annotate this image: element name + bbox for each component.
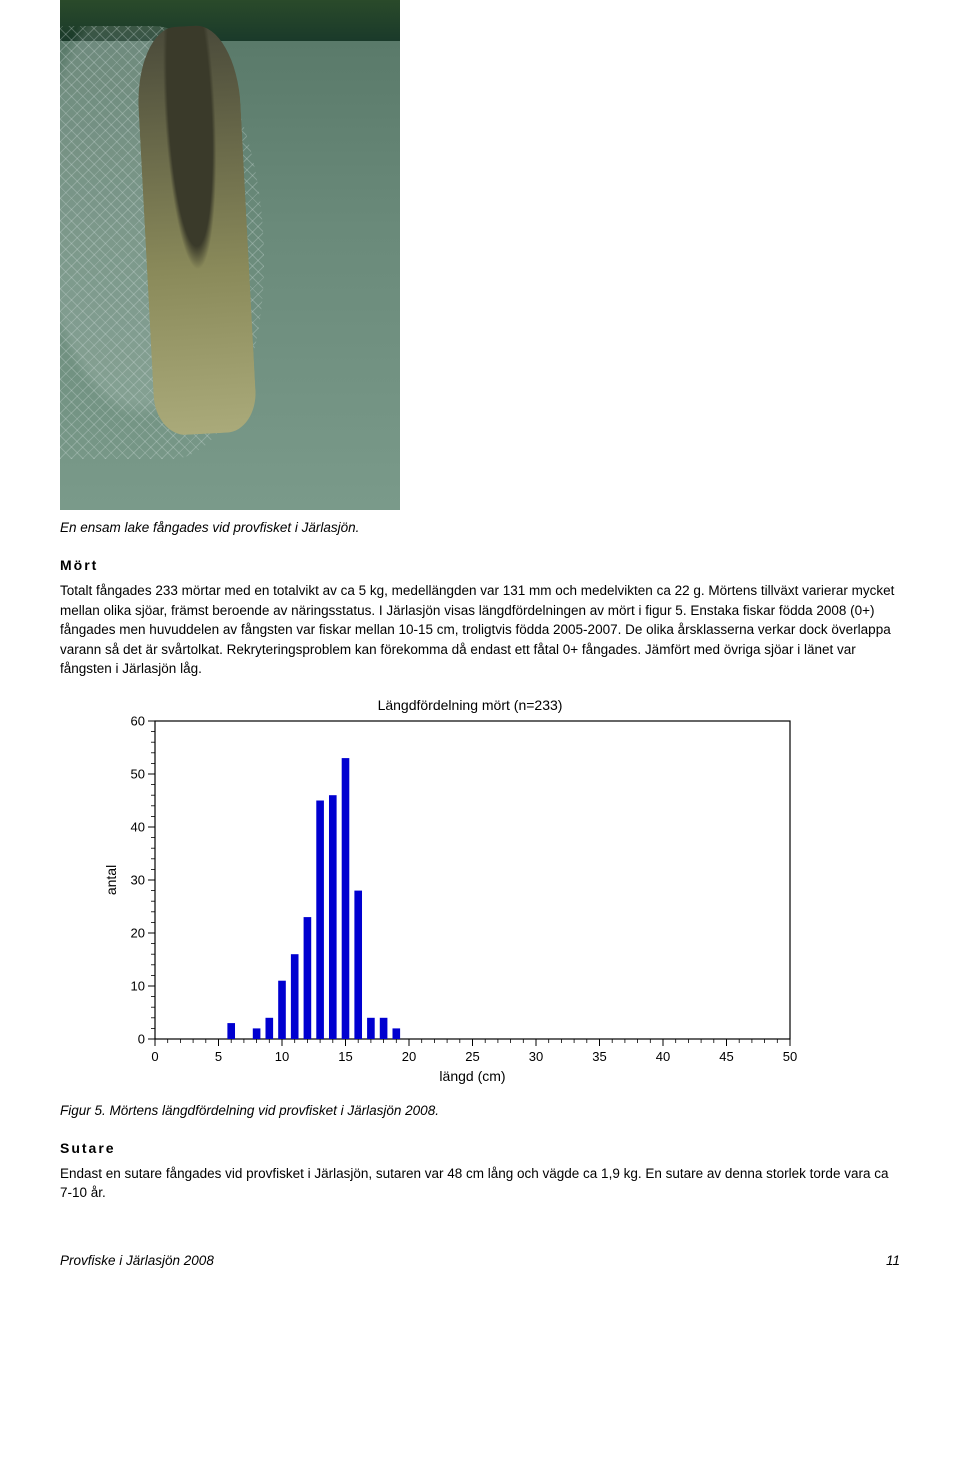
figure-caption: Figur 5. Mörtens längdfördelning vid pro… xyxy=(60,1103,900,1118)
heading-sutare: Sutare xyxy=(60,1140,900,1156)
svg-text:0: 0 xyxy=(138,1031,145,1046)
body-sutare: Endast en sutare fångades vid provfisket… xyxy=(60,1164,900,1203)
svg-text:20: 20 xyxy=(402,1049,416,1064)
svg-text:30: 30 xyxy=(529,1049,543,1064)
footer-right: 11 xyxy=(886,1253,900,1268)
chart-container: Längdfördelning mört (n=233) 01020304050… xyxy=(100,697,800,1089)
histogram-chart: 0 10 20 30 40 50 60 0 5 10 15 20 25 30 35 40 45 50 längd (… xyxy=(100,709,800,1089)
photo-fish-in-net xyxy=(60,0,400,510)
svg-text:längd (cm): längd (cm) xyxy=(439,1068,505,1084)
svg-text:15: 15 xyxy=(338,1049,352,1064)
svg-text:40: 40 xyxy=(131,819,145,834)
svg-text:10: 10 xyxy=(131,978,145,993)
svg-text:20: 20 xyxy=(131,925,145,940)
svg-text:50: 50 xyxy=(131,766,145,781)
svg-text:antal: antal xyxy=(103,865,119,895)
svg-text:30: 30 xyxy=(131,872,145,887)
svg-text:5: 5 xyxy=(215,1049,222,1064)
photo-caption: En ensam lake fångades vid provfisket i … xyxy=(60,520,900,535)
svg-text:35: 35 xyxy=(592,1049,606,1064)
svg-text:50: 50 xyxy=(783,1049,797,1064)
svg-text:45: 45 xyxy=(719,1049,733,1064)
svg-text:10: 10 xyxy=(275,1049,289,1064)
footer-left: Provfiske i Järlasjön 2008 xyxy=(60,1253,214,1268)
photo-fish-body xyxy=(134,23,257,436)
page-footer: Provfiske i Järlasjön 2008 11 xyxy=(60,1253,900,1268)
heading-mort: Mört xyxy=(60,557,900,573)
svg-text:25: 25 xyxy=(465,1049,479,1064)
svg-text:0: 0 xyxy=(151,1049,158,1064)
svg-text:40: 40 xyxy=(656,1049,670,1064)
body-mort: Totalt fångades 233 mörtar med en totalv… xyxy=(60,581,900,679)
svg-text:60: 60 xyxy=(131,713,145,728)
